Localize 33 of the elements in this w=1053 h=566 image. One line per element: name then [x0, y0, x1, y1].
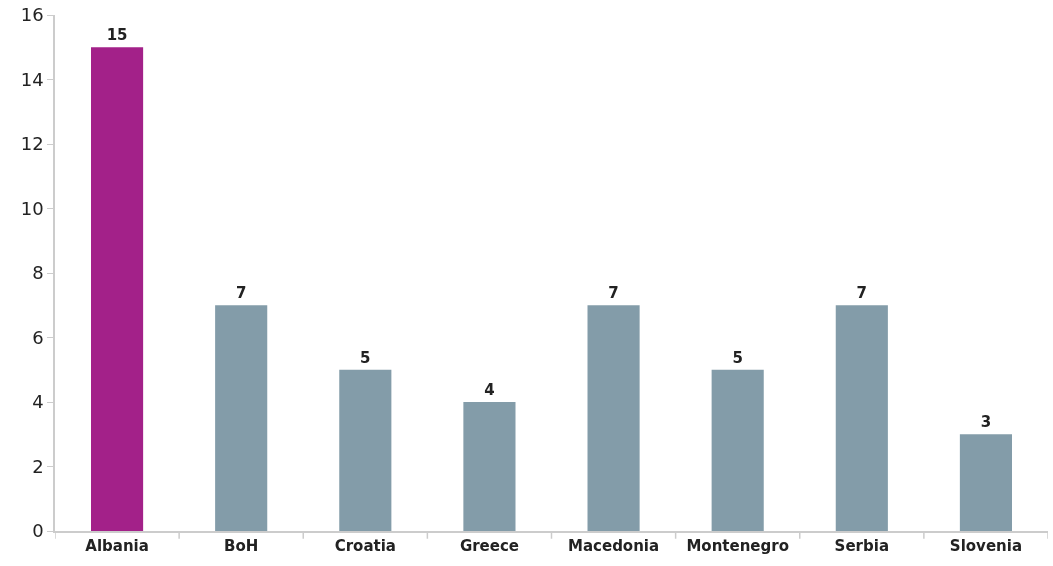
y-tick-label: 2: [32, 455, 44, 477]
x-tick-label: Croatia: [334, 536, 396, 555]
y-tick-label: 14: [20, 68, 44, 90]
data-label: 7: [608, 284, 619, 303]
x-tick-label: Macedonia: [568, 536, 660, 555]
data-label: 4: [484, 381, 495, 399]
data-label: 15: [106, 26, 128, 45]
data-label: 5: [732, 348, 743, 367]
y-tick-label: 4: [32, 391, 44, 413]
y-tick-label: 6: [32, 326, 44, 348]
y-tick-label: 10: [20, 197, 44, 219]
y-tick-label: 8: [32, 262, 44, 284]
bar: [339, 369, 392, 531]
data-label: 7: [856, 284, 868, 303]
bar: [711, 369, 764, 531]
bar: [215, 305, 268, 531]
bar: [91, 47, 144, 531]
x-tick-label: Greece: [459, 536, 519, 555]
y-tick-label: 16: [20, 4, 44, 26]
data-label: 5: [360, 348, 371, 367]
bar: [463, 402, 516, 531]
bar: [959, 434, 1012, 531]
bar: [587, 305, 640, 531]
x-tick-label: Montenegro: [686, 536, 789, 555]
bar: [835, 305, 888, 531]
x-tick-label: Slovenia: [949, 536, 1023, 555]
x-tick-label: BoH: [224, 536, 259, 555]
x-tick-label: Serbia: [834, 536, 889, 555]
data-label: 7: [235, 284, 247, 303]
y-tick-label: 0: [32, 520, 44, 542]
y-tick-label: 12: [20, 133, 44, 155]
data-label: 3: [980, 413, 992, 432]
x-tick-label: Albania: [85, 536, 149, 555]
